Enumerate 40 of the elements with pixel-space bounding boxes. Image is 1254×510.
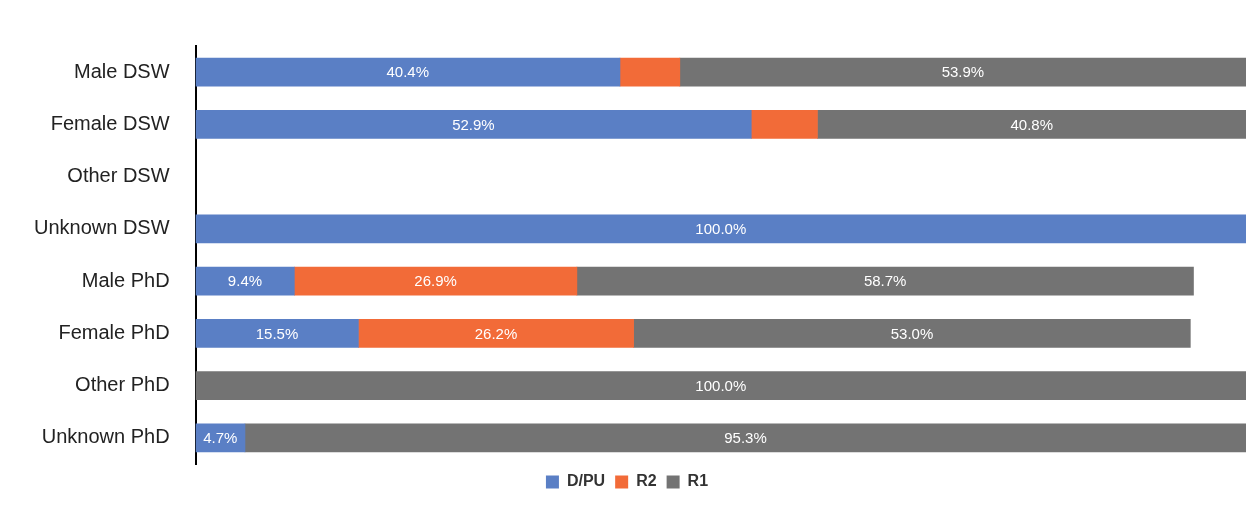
data-label: 53.9% — [941, 63, 985, 81]
y-tick-label: Female PhD — [58, 320, 170, 343]
data-label: 4.7% — [203, 429, 238, 447]
bar — [679, 57, 1246, 87]
bar — [195, 266, 295, 296]
data-label: 100.0% — [695, 376, 747, 394]
data-label: 26.2% — [474, 324, 518, 342]
data-label: 9.4% — [227, 272, 263, 290]
y-tick-label: Unknown PhD — [41, 425, 170, 448]
bar — [358, 319, 634, 348]
y-tick-label: Other PhD — [75, 373, 170, 396]
bar — [244, 423, 1246, 453]
y-tick-label: Male DSW — [74, 59, 170, 82]
y-tick-label: Male PhD — [81, 268, 170, 291]
bar — [195, 319, 359, 348]
bar — [195, 57, 621, 87]
data-label: 26.9% — [414, 272, 457, 290]
data-label: 53.0% — [890, 324, 934, 342]
bar — [817, 110, 1246, 139]
legend-label: D/PU — [566, 472, 606, 490]
bar — [750, 110, 818, 139]
y-tick-label: Other DSW — [67, 164, 170, 187]
data-label: 40.8% — [1010, 115, 1053, 133]
data-label: 40.4% — [386, 63, 430, 81]
y-tick-label: Unknown DSW — [33, 216, 170, 239]
data-label: 100.0% — [695, 220, 747, 238]
data-label: 52.9% — [452, 115, 495, 133]
legend-label: R1 — [687, 472, 709, 490]
legend-label: R2 — [636, 472, 657, 490]
bar — [195, 214, 1246, 244]
y-tick-label: Female DSW — [50, 111, 170, 134]
bar — [633, 319, 1191, 348]
data-label: 95.3% — [724, 429, 767, 447]
bar — [619, 57, 681, 87]
data-label: 58.7% — [863, 272, 907, 290]
bar — [195, 371, 1246, 400]
bar — [294, 266, 578, 296]
bar — [195, 110, 752, 139]
data-label: 15.5% — [255, 324, 299, 342]
bar — [576, 266, 1194, 296]
